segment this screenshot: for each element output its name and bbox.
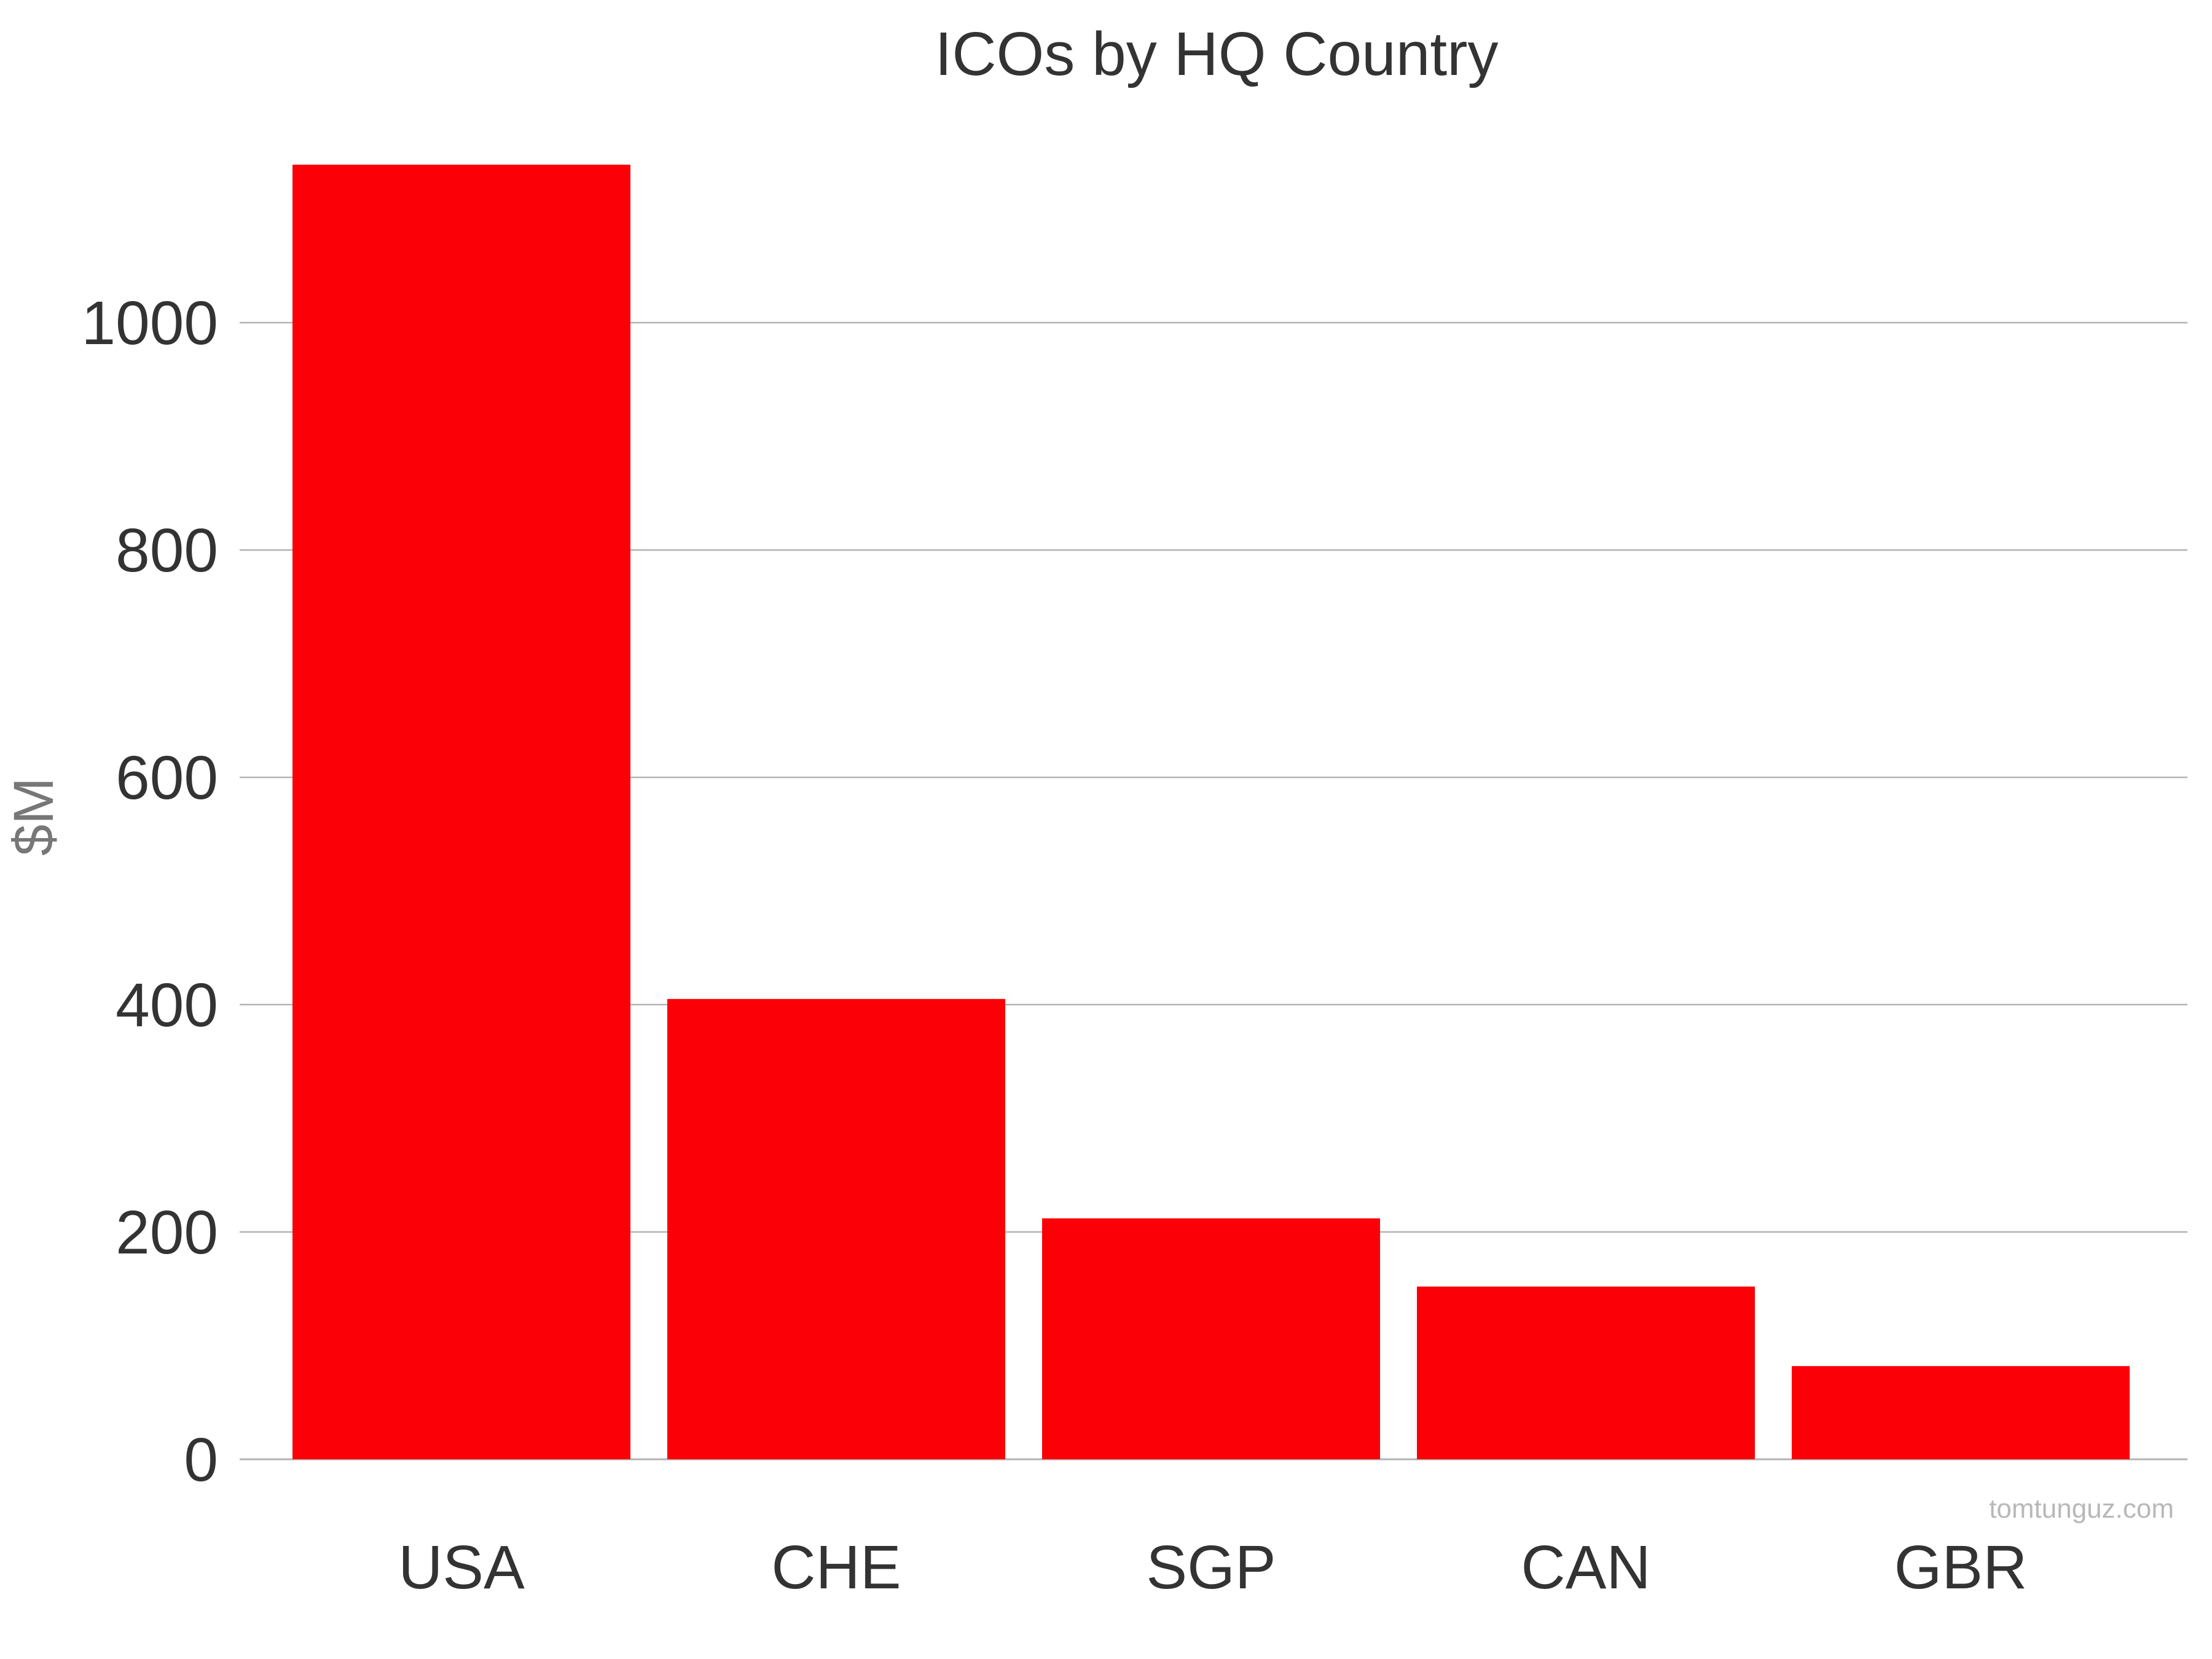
x-tick-label-che: CHE [771,1533,901,1602]
x-tick-label-can: CAN [1521,1533,1650,1602]
bar-can [1417,1286,1755,1459]
y-tick-label: 400 [116,971,218,1040]
bars [292,165,2130,1459]
y-tick-label: 800 [116,516,218,585]
y-tick-label: 1000 [82,289,218,358]
bar-usa [292,165,630,1459]
y-tick-label: 0 [184,1426,218,1494]
y-tick-label: 600 [116,743,218,812]
watermark: tomtunguz.com [1989,1494,2174,1524]
bar-gbr [1792,1366,2130,1459]
x-tick-label-usa: USA [398,1533,525,1602]
y-tick-label: 200 [116,1198,218,1267]
x-tick-label-gbr: GBR [1894,1533,2028,1602]
bar-che [667,998,1005,1459]
y-axis-label: $M [2,777,65,856]
chart-title: ICOs by HQ Country [935,20,1499,88]
bar-sgp [1042,1218,1380,1459]
x-axis-ticks: USA CHE SGP CAN GBR [398,1533,2027,1602]
y-axis-ticks: 0 200 400 600 800 1000 [82,289,218,1494]
x-tick-label-sgp: SGP [1146,1533,1276,1602]
